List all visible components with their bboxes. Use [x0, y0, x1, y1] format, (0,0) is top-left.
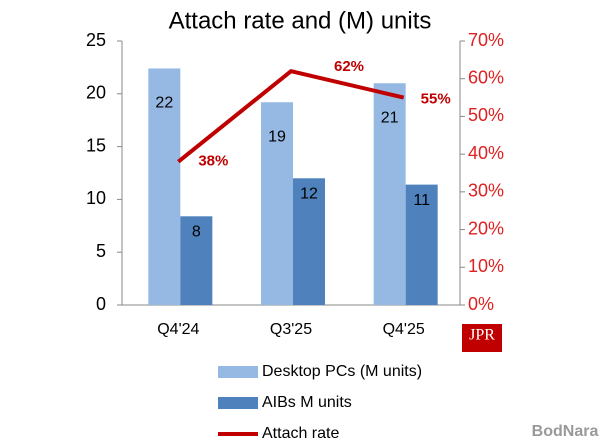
y2-tick-label: 20%: [468, 218, 504, 238]
x-tick-label: Q3'25: [270, 321, 312, 338]
value-label: 38%: [198, 153, 228, 170]
y-tick-label: 20: [86, 83, 106, 103]
y2-tick-label: 0%: [468, 294, 494, 314]
y-tick-label: 5: [96, 241, 106, 261]
y2-tick-label: 60%: [468, 67, 504, 87]
bar: [261, 102, 293, 305]
value-label: 19: [268, 128, 286, 145]
chart-title: Attach rate and (M) units: [169, 7, 432, 34]
legend-label: Attach rate: [262, 425, 339, 442]
x-tick-label: Q4'25: [383, 321, 425, 338]
bar: [405, 184, 438, 305]
value-label: 11: [413, 192, 430, 209]
value-label: 22: [155, 95, 173, 112]
y2-tick-label: 10%: [468, 256, 504, 276]
y-tick-label: 0: [96, 294, 106, 314]
legend-swatch: [218, 397, 258, 409]
logo-box: [462, 324, 502, 352]
y2-tick-label: 70%: [468, 30, 504, 50]
value-label: 62%: [334, 58, 364, 75]
legend-swatch: [218, 366, 258, 378]
bar: [373, 83, 406, 306]
bar: [180, 216, 213, 305]
legend-label: AIBs M units: [262, 394, 352, 411]
legend-label: Desktop PCs (M units): [262, 363, 422, 380]
value-label: 55%: [421, 91, 451, 108]
bar: [148, 68, 181, 306]
value-label: 8: [192, 224, 201, 241]
value-label: 12: [300, 185, 318, 202]
y-tick-label: 10: [86, 188, 106, 208]
y-tick-label: 15: [86, 135, 106, 155]
watermark: BodNara: [532, 423, 599, 440]
logo: JPR: [469, 327, 495, 344]
x-tick-label: Q4'24: [157, 321, 199, 338]
y2-tick-label: 30%: [468, 181, 504, 201]
y-tick-label: 25: [86, 30, 106, 50]
line: [177, 69, 405, 164]
bar: [293, 178, 325, 305]
value-label: 21: [381, 109, 399, 126]
y2-tick-label: 40%: [468, 143, 504, 163]
y2-tick-label: 50%: [468, 105, 504, 125]
